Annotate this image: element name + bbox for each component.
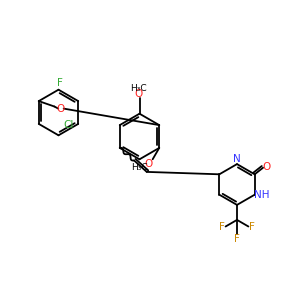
Text: F: F xyxy=(234,234,240,244)
Text: F: F xyxy=(249,221,255,232)
Text: F: F xyxy=(219,221,225,232)
Text: F: F xyxy=(57,77,63,88)
Text: O: O xyxy=(263,161,271,172)
Text: O: O xyxy=(144,159,153,169)
Text: O: O xyxy=(135,89,143,99)
Text: H₃C: H₃C xyxy=(130,84,147,93)
Text: O: O xyxy=(57,103,65,114)
Text: N: N xyxy=(233,154,241,164)
Text: Cl: Cl xyxy=(64,120,74,130)
Text: NH: NH xyxy=(254,190,270,200)
Text: H₃C: H₃C xyxy=(131,163,148,172)
